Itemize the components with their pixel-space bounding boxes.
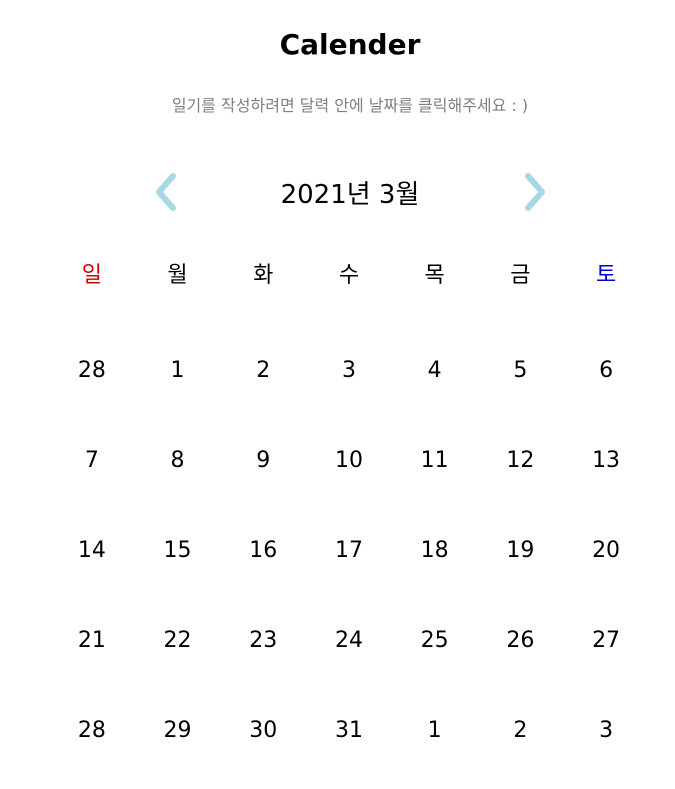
- day-cell[interactable]: 6: [599, 358, 614, 383]
- day-cell[interactable]: 23: [249, 628, 278, 653]
- day-cell[interactable]: 3: [599, 718, 614, 743]
- day-cell[interactable]: 30: [249, 718, 278, 743]
- day-cell[interactable]: 20: [592, 538, 621, 563]
- weekday-saturday: 토: [595, 263, 617, 288]
- page-subtitle: 일기를 작성하려면 달력 안에 날짜를 클릭해주세요 : ): [171, 96, 529, 115]
- week-row: 28 1 2 3 4 5 6: [49, 342, 649, 432]
- day-cell[interactable]: 2: [256, 358, 271, 383]
- day-cell[interactable]: 5: [513, 358, 528, 383]
- day-cell[interactable]: 9: [256, 448, 271, 473]
- prev-month-button[interactable]: [151, 170, 181, 214]
- week-row: 21 22 23 24 25 26 27: [49, 612, 649, 702]
- day-cell[interactable]: 15: [163, 538, 192, 563]
- day-cell[interactable]: 17: [334, 538, 363, 563]
- day-cell[interactable]: 12: [506, 448, 535, 473]
- day-cell[interactable]: 18: [420, 538, 449, 563]
- weekday-thursday: 목: [424, 263, 445, 288]
- week-row: 7 8 9 10 11 12 13: [49, 432, 649, 522]
- day-cell[interactable]: 31: [334, 718, 363, 743]
- day-cell[interactable]: 24: [334, 628, 363, 653]
- month-navigation: 2021년 3월: [0, 170, 675, 214]
- weekday-wednesday: 수: [338, 263, 360, 288]
- weekday-friday: 금: [510, 263, 531, 288]
- weekday-tuesday: 화: [253, 263, 274, 288]
- chevron-left-icon: [156, 173, 176, 211]
- current-month-label: 2021년 3월: [280, 180, 420, 210]
- day-cell[interactable]: 16: [249, 538, 278, 563]
- day-cell[interactable]: 26: [506, 628, 535, 653]
- day-cell[interactable]: 1: [427, 718, 442, 743]
- weekday-sunday: 일: [81, 263, 102, 288]
- day-cell[interactable]: 8: [170, 448, 185, 473]
- day-cell[interactable]: 10: [334, 448, 363, 473]
- day-cell[interactable]: 11: [420, 448, 449, 473]
- chevron-right-icon: [525, 173, 545, 211]
- day-cell[interactable]: 28: [77, 718, 106, 743]
- day-cell[interactable]: 14: [77, 538, 106, 563]
- next-month-button[interactable]: [520, 170, 550, 214]
- day-cell[interactable]: 29: [163, 718, 192, 743]
- calendar-grid: 일 월 화 수 목 금 토 28 1 2 3 4 5 6 7 8 9 10 11…: [49, 250, 649, 789]
- day-cell[interactable]: 13: [592, 448, 621, 473]
- day-cell[interactable]: 28: [77, 358, 106, 383]
- day-cell[interactable]: 2: [513, 718, 528, 743]
- day-cell[interactable]: 3: [341, 358, 356, 383]
- week-row: 28 29 30 31 1 2 3: [49, 702, 649, 789]
- week-row: 14 15 16 17 18 19 20: [49, 522, 649, 612]
- page-title: Calender: [279, 28, 421, 61]
- day-cell[interactable]: 19: [506, 538, 535, 563]
- weekday-monday: 월: [167, 263, 188, 288]
- day-cell[interactable]: 27: [592, 628, 621, 653]
- day-cell[interactable]: 21: [77, 628, 106, 653]
- day-cell[interactable]: 22: [163, 628, 192, 653]
- day-cell[interactable]: 25: [420, 628, 449, 653]
- day-cell[interactable]: 4: [427, 358, 442, 383]
- day-cell[interactable]: 1: [170, 358, 185, 383]
- weekday-header-row: 일 월 화 수 목 금 토: [49, 250, 649, 342]
- day-cell[interactable]: 7: [84, 448, 99, 473]
